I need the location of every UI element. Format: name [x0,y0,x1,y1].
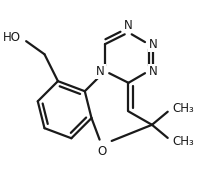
Text: N: N [149,38,157,51]
Text: N: N [149,65,157,78]
Text: CH₃: CH₃ [172,102,194,115]
Text: N: N [96,65,105,78]
Text: HO: HO [3,31,21,44]
Text: CH₃: CH₃ [172,135,194,148]
Text: O: O [97,145,106,158]
Text: N: N [124,19,133,32]
